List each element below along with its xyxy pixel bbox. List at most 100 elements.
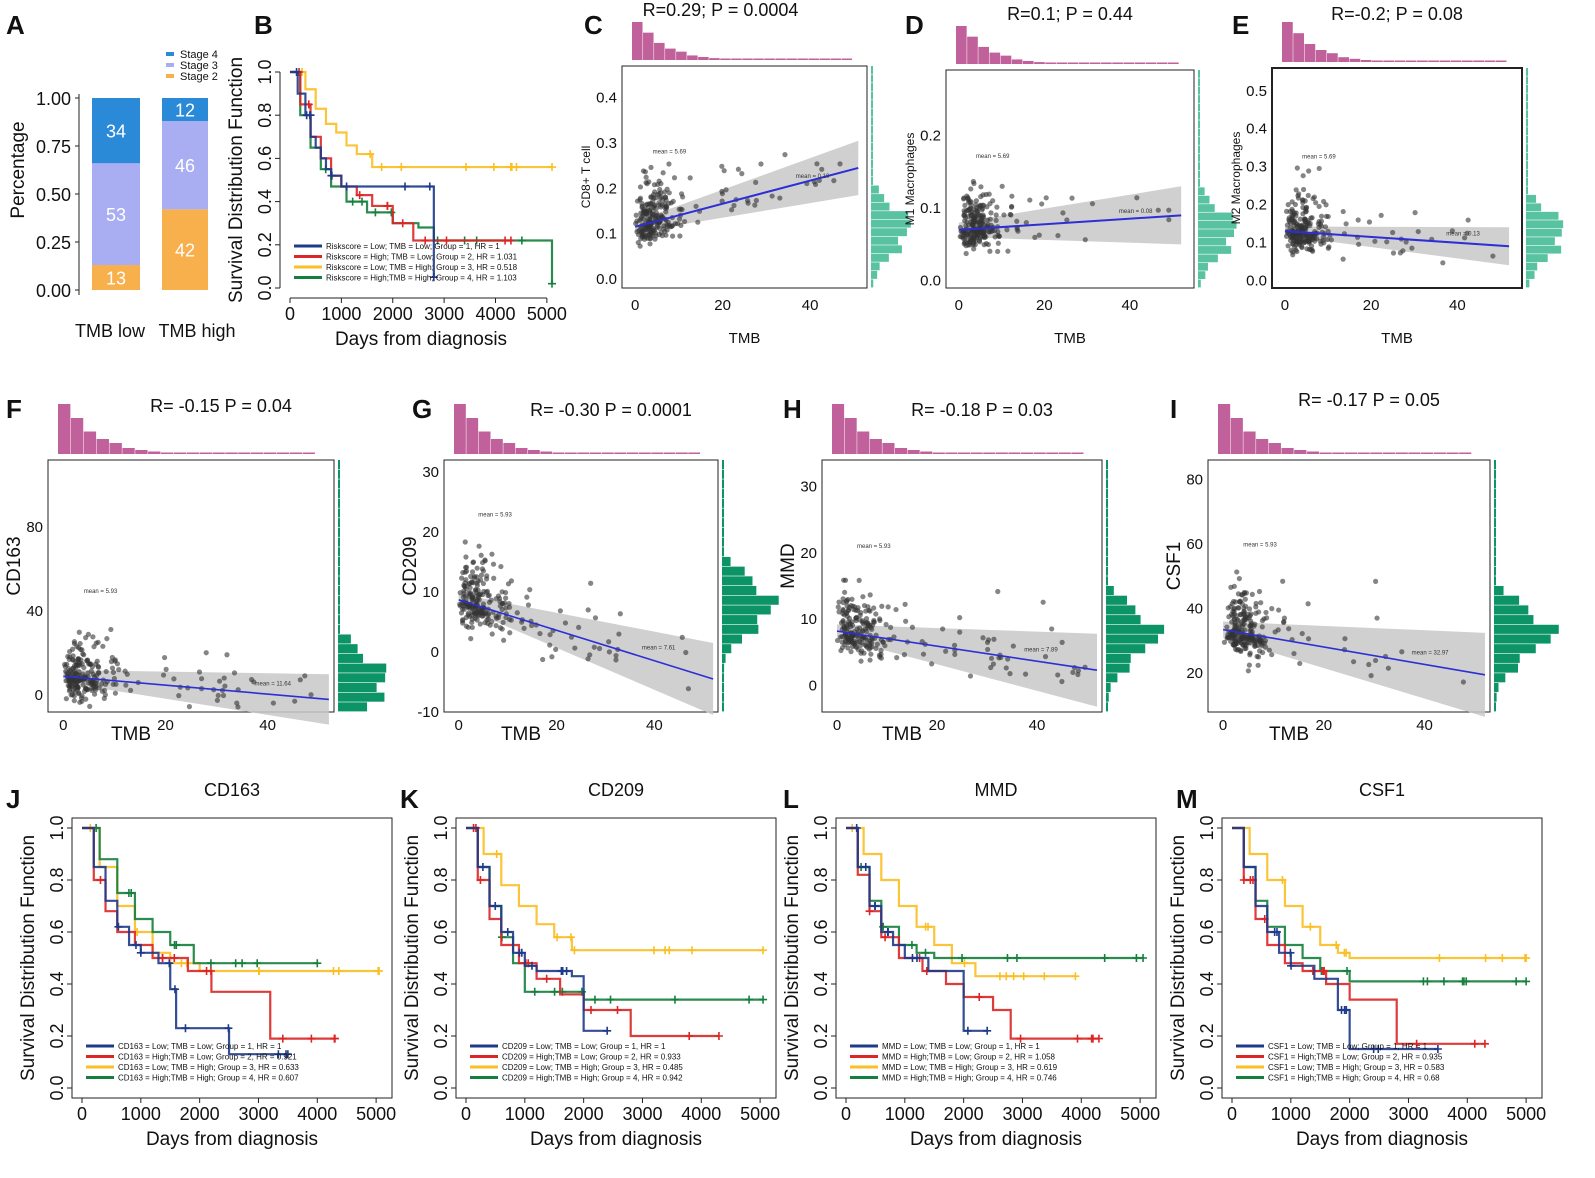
- top-histogram-bar: [1145, 62, 1157, 64]
- scatter-point: [1313, 200, 1319, 206]
- right-histogram-bar: [722, 644, 732, 654]
- censor-mark: [253, 959, 262, 968]
- censor-mark: [398, 219, 407, 228]
- scatter-point: [507, 630, 513, 636]
- right-histogram-bar: [722, 615, 758, 625]
- censor-mark: [313, 959, 322, 968]
- right-histogram-bar: [1198, 111, 1200, 120]
- scatter-point: [1027, 197, 1033, 203]
- scatter-point: [1289, 206, 1295, 212]
- scatter-point: [1253, 600, 1259, 607]
- y-tick-label: 0.0: [920, 273, 941, 290]
- km-curve-yellow: [290, 70, 552, 169]
- legend-label: CD163 = High;TMB = Low; Group = 2, HR = …: [118, 1053, 297, 1062]
- scatter-point: [91, 691, 98, 697]
- scatter-point: [839, 634, 845, 640]
- scatter-point: [968, 186, 974, 192]
- x-tick-label: 4000: [1061, 1104, 1101, 1124]
- censor-mark: [255, 967, 264, 975]
- right-histogram-bar: [1106, 489, 1108, 499]
- right-histogram-bar: [1106, 663, 1130, 673]
- scatter-point: [721, 168, 727, 174]
- scatter-point: [1318, 213, 1325, 219]
- scatter-point: [1225, 634, 1232, 640]
- scatter-point: [79, 647, 85, 653]
- right-histogram-bar: [1106, 498, 1108, 508]
- scatter-point: [929, 661, 935, 667]
- right-histogram-bar: [871, 168, 873, 177]
- top-histogram-bar: [1058, 452, 1071, 454]
- scatter-point: [1415, 228, 1421, 235]
- scatter-point: [459, 575, 465, 581]
- scatter-point: [902, 601, 908, 607]
- right-histogram-bar: [1494, 586, 1504, 596]
- right-histogram-bar: [1198, 204, 1215, 212]
- scatter-point: [572, 645, 578, 651]
- scatter-point: [858, 650, 864, 656]
- censor-mark: [478, 863, 487, 871]
- x-tick-label: 20: [157, 717, 174, 734]
- scatter-point: [231, 670, 238, 676]
- x-tick-label: 5000: [527, 304, 567, 324]
- x-axis-label: TMB: [882, 724, 922, 745]
- scatter-point: [1070, 669, 1076, 675]
- right-histogram-bar: [1198, 103, 1200, 112]
- censor-mark: [1480, 1039, 1489, 1048]
- scatter-point: [1242, 642, 1248, 648]
- right-histogram-bar: [1198, 262, 1208, 271]
- scatter-point: [839, 639, 845, 645]
- y-tick-label: 0.4: [255, 189, 275, 214]
- scatter-point: [836, 599, 842, 605]
- scatter-point: [814, 161, 820, 167]
- scatter-point: [1040, 599, 1046, 605]
- legend-label: CSF1 = High;TMB = High; Group = 4, HR = …: [1268, 1074, 1440, 1083]
- scatter-point: [869, 626, 875, 632]
- scatter-point: [588, 580, 594, 586]
- right-histogram-bar: [1494, 518, 1496, 528]
- censor-mark: [1459, 977, 1468, 986]
- scatter-point: [1224, 624, 1230, 630]
- censor-mark: [1340, 1006, 1349, 1014]
- scatter-point: [1039, 201, 1045, 207]
- scatter-point: [869, 622, 876, 629]
- censor-mark: [127, 889, 136, 897]
- scatter-point: [637, 226, 643, 232]
- km-curve-green: [846, 826, 1144, 960]
- censor-mark: [606, 995, 615, 1004]
- right-histogram-bar: [1526, 178, 1528, 186]
- scatter-point: [972, 202, 979, 208]
- scatter-point: [867, 657, 873, 663]
- censor-mark: [165, 959, 174, 968]
- top-histogram-bar: [173, 452, 187, 454]
- scatter-point: [1272, 629, 1278, 635]
- panel-title: R=-0.2; P = 0.08: [1331, 4, 1463, 24]
- censor-mark: [865, 907, 874, 916]
- mean-annotation-y: mean = 0.08: [1119, 209, 1153, 215]
- y-tick-label: 0.4: [1197, 971, 1217, 996]
- top-histogram-bar: [651, 452, 664, 454]
- scatter-point: [842, 589, 848, 595]
- censor-mark: [870, 902, 879, 910]
- censor-mark: [548, 163, 556, 172]
- scatter-point: [470, 580, 476, 586]
- scatter-point: [984, 204, 990, 210]
- scatter-point: [1036, 232, 1042, 238]
- scatter-point: [837, 161, 843, 167]
- scatter-point: [1236, 605, 1242, 611]
- scatter-point: [995, 240, 1001, 246]
- scatter-point: [1372, 238, 1378, 244]
- scatter-point: [1322, 224, 1329, 230]
- legend-label: CD209 = Low; TMB = High; Group = 3, HR =…: [502, 1063, 683, 1072]
- censor-mark: [1100, 954, 1109, 962]
- x-tick-label: 3000: [1002, 1104, 1042, 1124]
- scatter-point: [735, 166, 742, 172]
- right-histogram-bar: [338, 702, 368, 712]
- scatter-point: [1308, 243, 1315, 249]
- top-histogram-bar: [920, 451, 933, 454]
- scatter-point: [1390, 229, 1396, 236]
- x-tick-label: 20: [1036, 297, 1053, 314]
- right-histogram-bar: [338, 605, 340, 615]
- scatter-point: [1249, 636, 1255, 642]
- top-histogram-bar: [225, 452, 238, 454]
